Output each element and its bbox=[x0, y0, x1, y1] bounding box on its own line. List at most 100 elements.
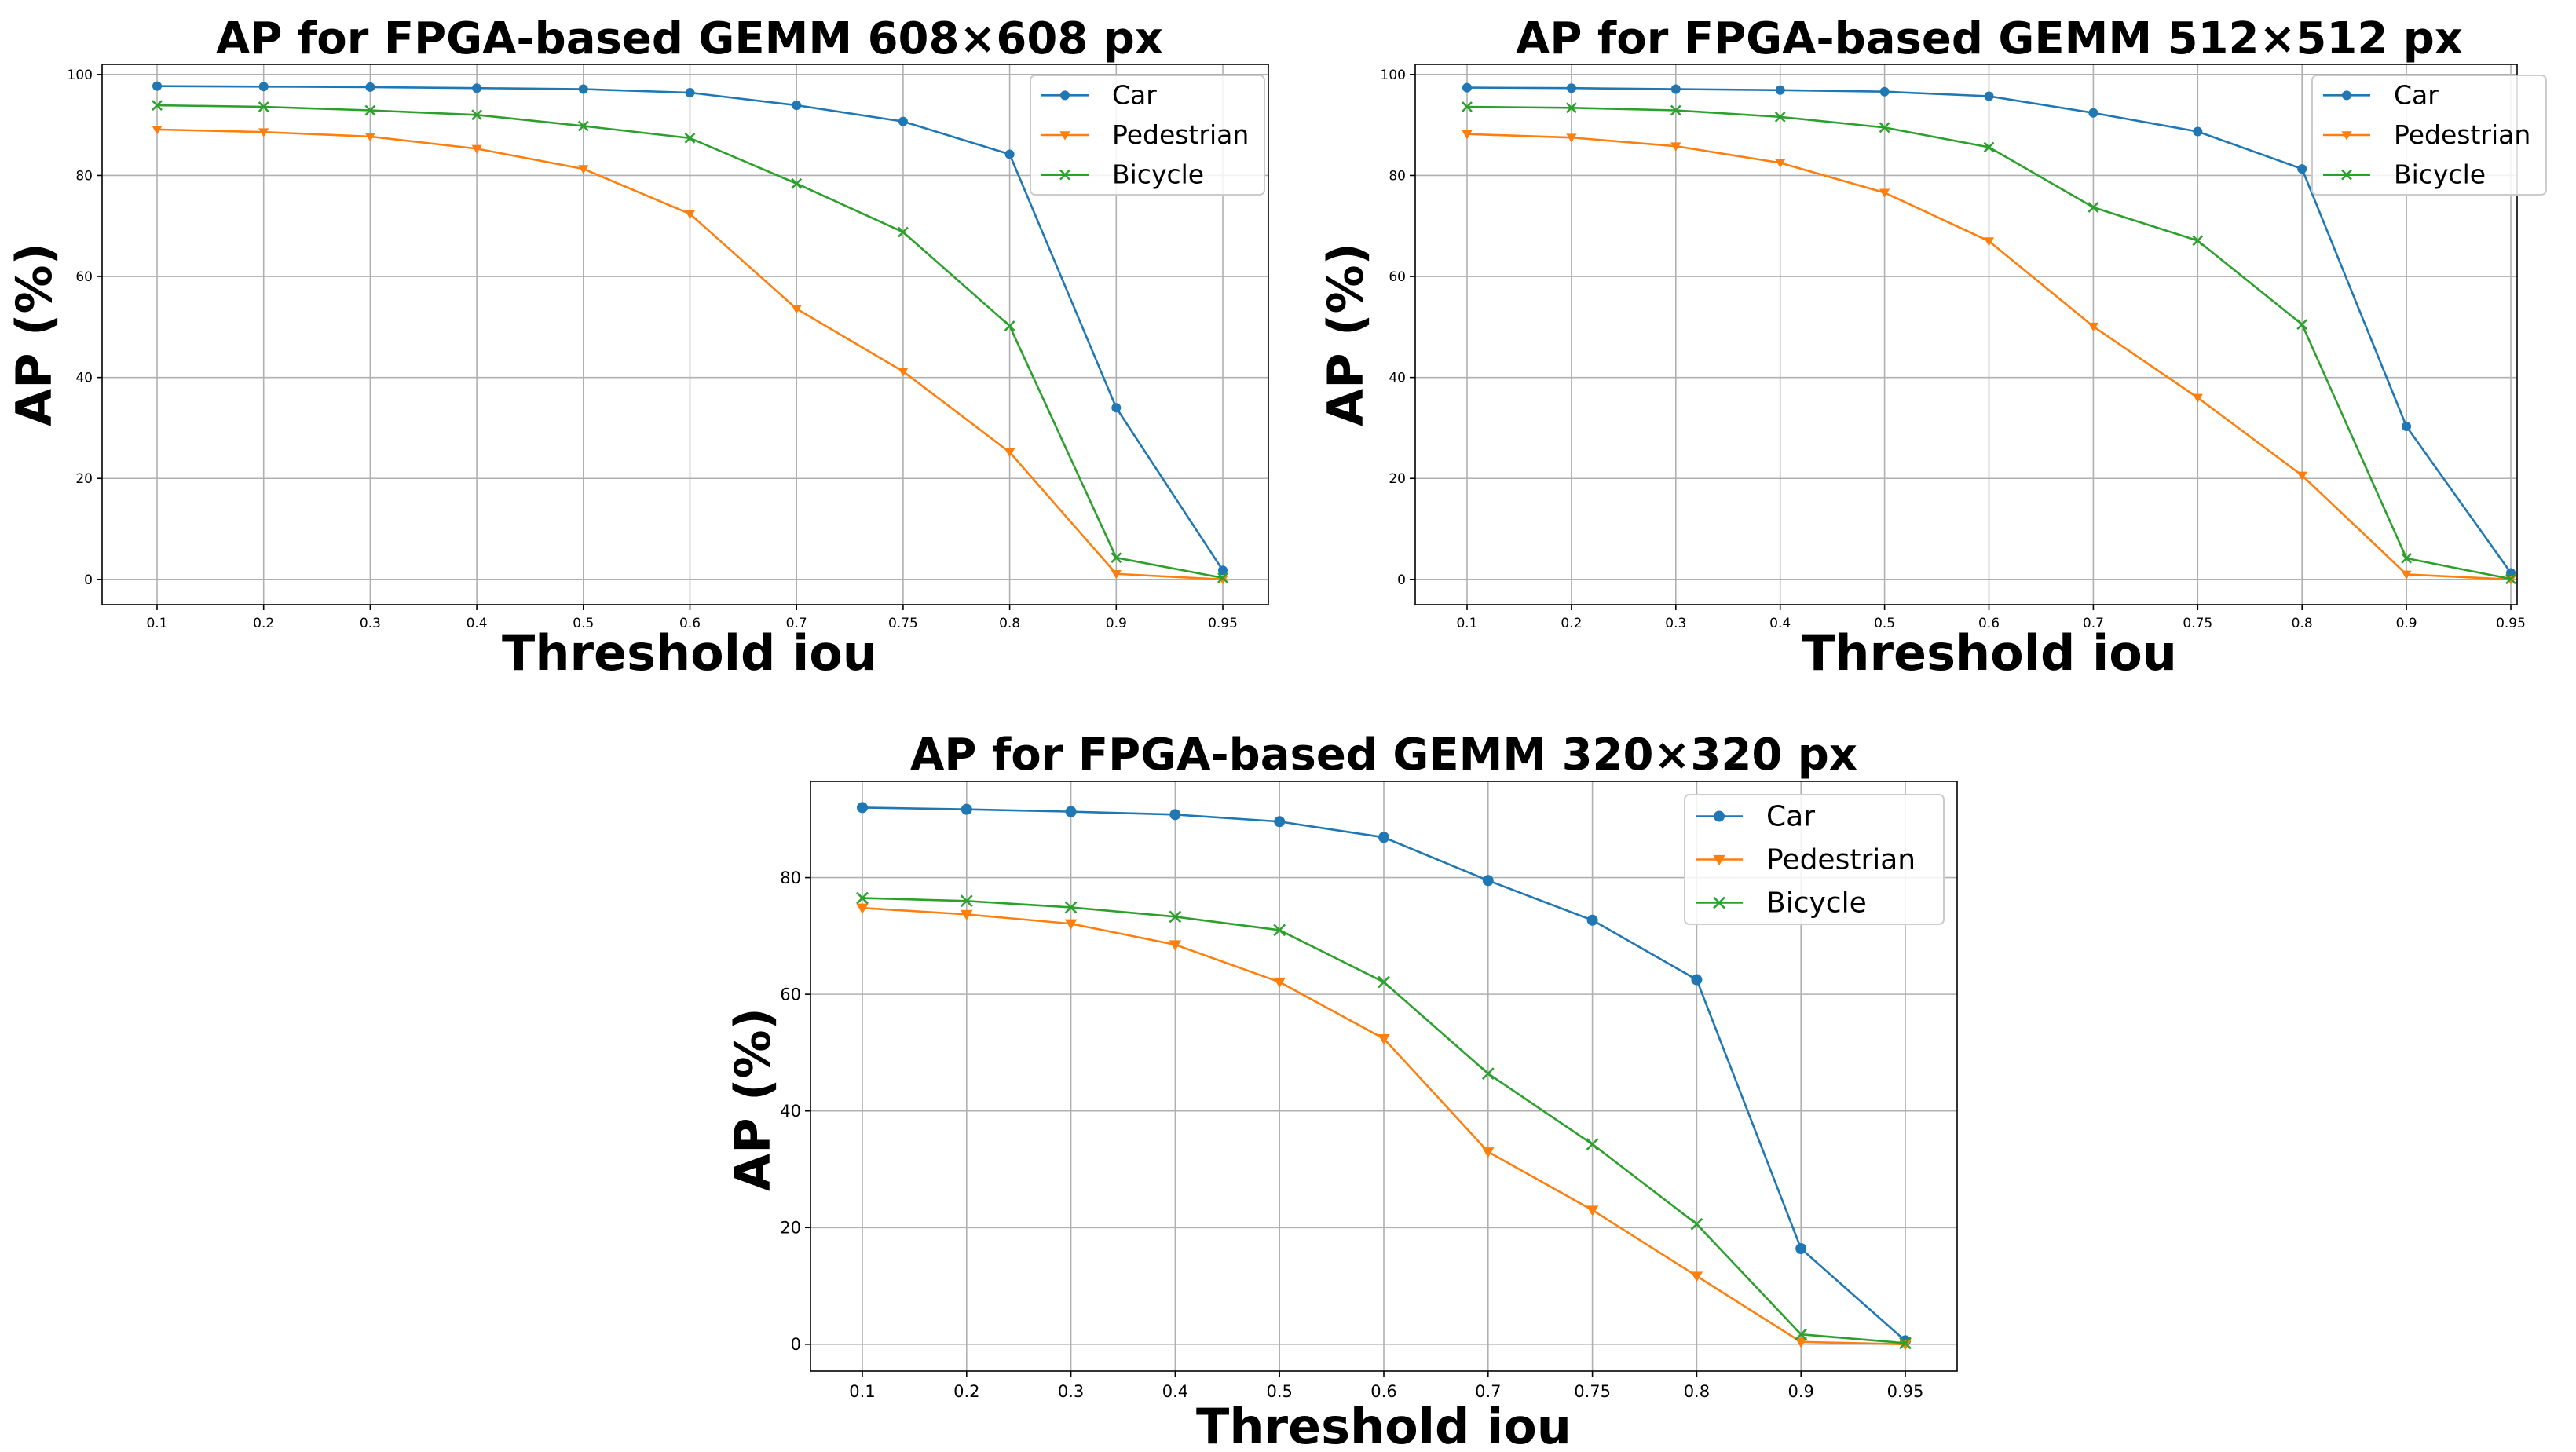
x-tick-label: 0.5 bbox=[1874, 616, 1895, 631]
data-point-pedestrian-8 bbox=[1004, 448, 1015, 458]
legend-label-bicycle: Bicycle bbox=[2394, 159, 2486, 190]
data-point-bicycle-5 bbox=[1378, 975, 1390, 989]
data-point-bicycle-8 bbox=[1690, 1217, 1703, 1231]
chart-608: 0.1 0.2 0.3 0.4 0.5 0.6 0.7 0.75 0.8 0.9 0.95 0 20 40… bbox=[5, 13, 1269, 682]
x-tick-label: 0.6 bbox=[1978, 616, 2000, 631]
data-point-bicycle-0 bbox=[1462, 101, 1473, 112]
x-axis-label: Threshold iou bbox=[1196, 1398, 1572, 1452]
y-tick-label: 100 bbox=[68, 68, 93, 83]
data-point-bicycle-1 bbox=[258, 101, 269, 112]
x-tick-label: 0.7 bbox=[786, 616, 807, 631]
data-point-bicycle-0 bbox=[856, 891, 869, 905]
x-tick-label: 0.95 bbox=[1208, 616, 1238, 631]
data-point-bicycle-5 bbox=[1983, 141, 1995, 153]
data-point-bicycle-3 bbox=[471, 109, 482, 121]
x-tick-label: 0.75 bbox=[1574, 1382, 1611, 1401]
plot-frame bbox=[810, 781, 1958, 1372]
legend-box bbox=[2311, 75, 2547, 196]
x-tick-label: 0.8 bbox=[2292, 616, 2313, 631]
y-tick-label: 80 bbox=[75, 168, 93, 184]
data-point-car-10 bbox=[1218, 565, 1228, 576]
legend-label-bicycle: Bicycle bbox=[1766, 887, 1867, 920]
data-point-pedestrian-9 bbox=[1795, 1337, 1807, 1348]
x-tick-label: 0.1 bbox=[1456, 616, 1477, 631]
data-point-car-5 bbox=[1378, 832, 1389, 843]
data-point-car-1 bbox=[258, 82, 269, 92]
legend-box bbox=[1030, 75, 1265, 196]
data-point-bicycle-7 bbox=[1586, 1138, 1599, 1150]
y-tick-label: 60 bbox=[780, 985, 801, 1004]
data-point-car-0 bbox=[857, 802, 868, 814]
data-point-car-0 bbox=[152, 81, 162, 91]
data-point-car-7 bbox=[2193, 126, 2203, 137]
data-point-car-legend bbox=[1714, 810, 1725, 822]
y-tick-label: 20 bbox=[75, 471, 93, 487]
data-point-pedestrian-4 bbox=[1879, 188, 1890, 198]
data-point-car-7 bbox=[898, 116, 908, 126]
data-point-pedestrian-2 bbox=[364, 133, 375, 142]
data-point-pedestrian-5 bbox=[1378, 1033, 1390, 1045]
x-tick-label: 0.2 bbox=[1561, 616, 1582, 631]
x-tick-label: 0.1 bbox=[849, 1382, 875, 1401]
legend-label-car: Car bbox=[1766, 801, 1815, 833]
plot-frame bbox=[1414, 64, 2518, 605]
x-axis-label: Threshold iou bbox=[502, 624, 877, 682]
y-axis-label: AP (%) bbox=[1317, 243, 1374, 426]
data-point-bicycle-6 bbox=[1481, 1067, 1495, 1081]
y-tick-label: 100 bbox=[1381, 68, 1406, 83]
data-point-car-8 bbox=[2297, 164, 2307, 174]
data-point-pedestrian-8 bbox=[2296, 471, 2307, 481]
data-point-car-2 bbox=[1065, 806, 1077, 817]
data-point-pedestrian-0 bbox=[856, 903, 869, 914]
data-point-bicycle-1 bbox=[960, 894, 973, 908]
x-tick-label: 0.7 bbox=[2083, 616, 2104, 631]
data-point-pedestrian-1 bbox=[258, 128, 269, 137]
data-point-pedestrian-9 bbox=[1111, 569, 1122, 580]
data-point-bicycle-4 bbox=[1273, 924, 1286, 937]
data-point-car-9 bbox=[1111, 403, 1122, 413]
data-point-bicycle-0 bbox=[152, 100, 163, 111]
data-point-pedestrian-7 bbox=[898, 368, 909, 377]
data-point-pedestrian-2 bbox=[1064, 919, 1078, 930]
data-point-car-9 bbox=[2402, 422, 2412, 432]
data-point-pedestrian-8 bbox=[1690, 1271, 1703, 1282]
x-tick-label: 0.95 bbox=[1887, 1382, 1924, 1401]
y-tick-label: 40 bbox=[780, 1102, 801, 1121]
data-point-bicycle-3 bbox=[1774, 111, 1786, 123]
data-point-car-3 bbox=[1775, 85, 1785, 95]
legend-box bbox=[1684, 794, 1945, 925]
x-tick-label: 0.2 bbox=[953, 1382, 979, 1401]
data-point-pedestrian-legend bbox=[1713, 854, 1725, 866]
x-tick-label: 0.9 bbox=[1106, 616, 1127, 631]
data-point-car-legend bbox=[1060, 90, 1070, 101]
data-point-car-0 bbox=[1462, 82, 1472, 93]
data-point-car-5 bbox=[685, 88, 695, 98]
data-point-bicycle-6 bbox=[791, 177, 803, 189]
x-tick-label: 0.95 bbox=[2496, 616, 2526, 631]
data-point-bicycle-legend bbox=[2341, 169, 2352, 181]
data-point-car-legend bbox=[2342, 90, 2351, 101]
data-point-pedestrian-legend bbox=[2341, 131, 2352, 141]
data-point-car-6 bbox=[792, 101, 802, 111]
data-point-bicycle-2 bbox=[364, 104, 376, 116]
y-tick-label: 40 bbox=[1389, 371, 1406, 386]
data-point-bicycle-10 bbox=[1899, 1337, 1912, 1350]
y-axis-label: AP (%) bbox=[5, 243, 63, 426]
chart-320: 0.1 0.2 0.3 0.4 0.5 0.6 0.7 0.75 0.8 0.9 0.95 0 20 40… bbox=[724, 730, 1958, 1452]
x-tick-label: 0.8 bbox=[999, 616, 1020, 631]
data-point-bicycle-4 bbox=[1879, 122, 1890, 133]
data-point-bicycle-10 bbox=[2505, 573, 2516, 585]
x-tick-label: 0.8 bbox=[1684, 1382, 1710, 1401]
data-point-car-7 bbox=[1586, 914, 1598, 926]
y-tick-label: 60 bbox=[1389, 269, 1406, 285]
data-point-car-8 bbox=[1691, 974, 1703, 986]
x-tick-label: 0.2 bbox=[253, 616, 274, 631]
x-tick-label: 0.5 bbox=[1266, 1382, 1292, 1401]
y-tick-label: 20 bbox=[780, 1219, 801, 1238]
data-point-bicycle-7 bbox=[898, 226, 909, 238]
data-point-bicycle-1 bbox=[1566, 102, 1577, 114]
data-point-pedestrian-6 bbox=[791, 305, 802, 314]
y-tick-label: 0 bbox=[1397, 572, 1406, 588]
data-point-pedestrian-5 bbox=[1983, 237, 1995, 247]
